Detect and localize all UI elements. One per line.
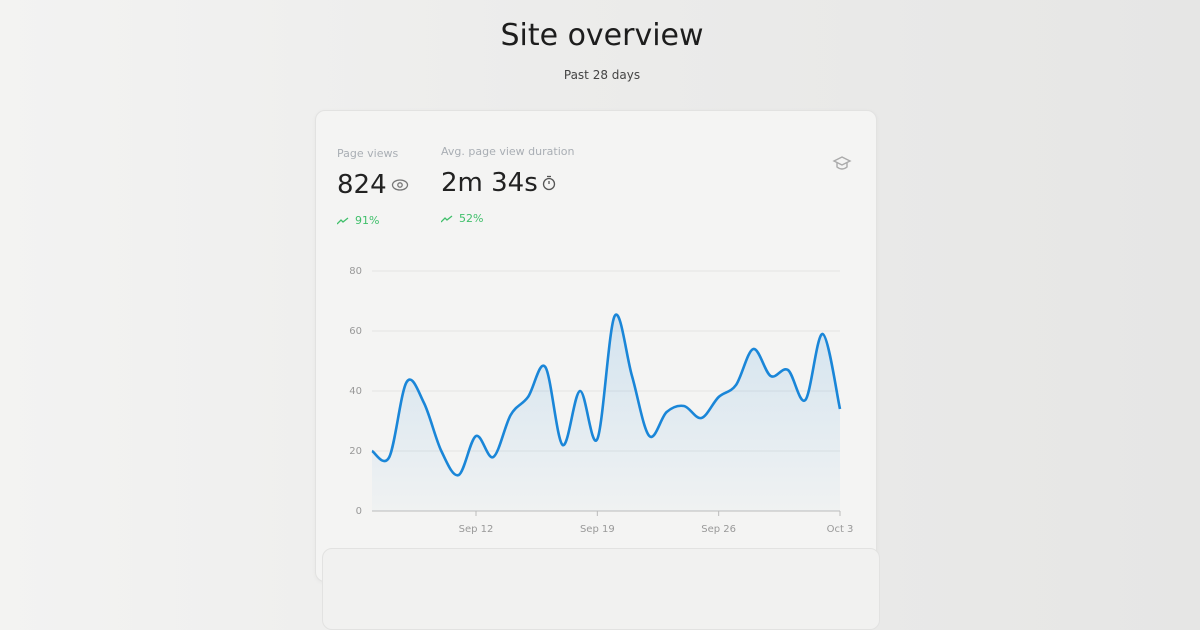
change-text: 91% <box>355 214 380 227</box>
change-text: 52% <box>459 212 484 225</box>
x-tick-label: Oct 3 <box>827 524 854 535</box>
settings-icon[interactable] <box>832 155 852 173</box>
x-tick-label: Sep 26 <box>701 524 736 535</box>
stat-number: 824 <box>337 170 387 200</box>
trend-icon <box>441 214 453 222</box>
stat-value: 2m 34s <box>441 168 574 198</box>
y-tick-label: 60 <box>349 326 362 337</box>
stat-label: Avg. page view duration <box>441 145 575 158</box>
line-chart: 0 20 40 60 80 Sep 12 Sep 19 Sep 26 Oct 3 <box>349 266 854 535</box>
overview-card: Page views 824 91% Avg. page view durati… <box>315 110 877 582</box>
line <box>371 313 842 477</box>
y-tick-label: 0 <box>356 506 362 517</box>
stat-value: 824 <box>337 170 409 200</box>
y-tick-label: 80 <box>349 266 362 277</box>
timer-icon <box>542 175 555 191</box>
eye-icon <box>391 179 408 191</box>
x-tick-label: Sep 19 <box>580 524 615 535</box>
stat-change: 52% <box>441 212 574 225</box>
stat-change: 91% <box>337 214 409 227</box>
stat-label: Page views <box>337 147 399 160</box>
x-tick-label: Sep 12 <box>459 524 494 535</box>
stat-page-views: Page views 824 91% <box>337 147 409 227</box>
page-subtitle: Past 28 days <box>563 68 641 82</box>
y-tick-label: 20 <box>349 446 362 457</box>
stat-number: 2m 34s <box>441 168 538 198</box>
stat-duration: Avg. page view duration 2m 34s 52% <box>441 145 574 225</box>
trend-icon <box>337 216 349 224</box>
y-tick-label: 40 <box>349 386 362 397</box>
area <box>372 314 840 511</box>
page-title: Site overview <box>500 18 704 53</box>
secondary-card <box>322 548 880 630</box>
